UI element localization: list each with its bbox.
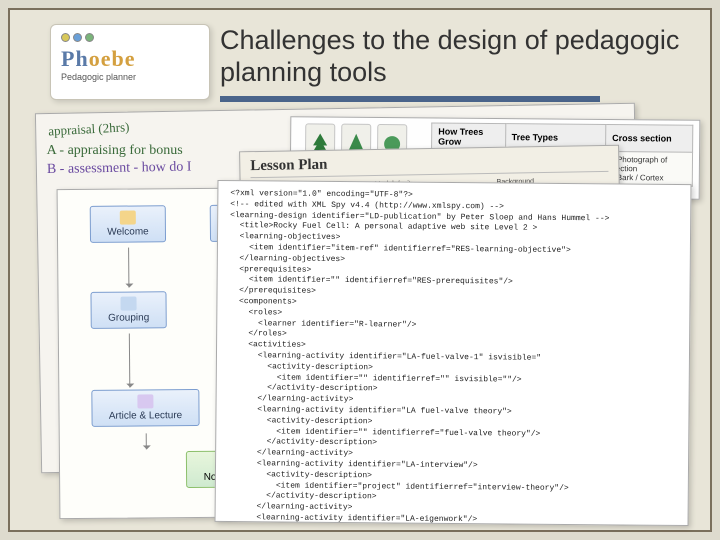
arrow-icon <box>146 433 147 449</box>
hand-line-1: A - appraising for bonus <box>47 143 183 159</box>
logo-name: Phoebe <box>61 46 199 72</box>
code-text: <?xml version="1.0" encoding="UTF-8"?> <… <box>227 189 678 526</box>
slide-title: Challenges to the design of pedagogic pl… <box>220 24 690 89</box>
phoebe-logo: Phoebe Pedagogic planner <box>50 24 210 100</box>
logo-subtitle: Pedagogic planner <box>61 72 199 82</box>
hand-line-2: B - assessment - how do I <box>47 160 192 179</box>
lesson-plan-title: Lesson Plan <box>250 152 608 178</box>
logo-dots <box>61 33 199 42</box>
diagram-node: Article & Lecture <box>91 389 199 427</box>
slide-frame: Phoebe Pedagogic planner Challenges to t… <box>8 8 712 532</box>
title-underline <box>220 96 600 102</box>
hand-line-0: appraisal (2hrs) <box>48 119 130 139</box>
arrow-icon <box>128 248 129 288</box>
arrow-icon <box>129 334 130 388</box>
diagram-node: Welcome <box>90 205 166 243</box>
diagram-node: Grouping <box>90 291 166 329</box>
xml-code-sheet: <?xml version="1.0" encoding="UTF-8"?> <… <box>215 180 692 526</box>
